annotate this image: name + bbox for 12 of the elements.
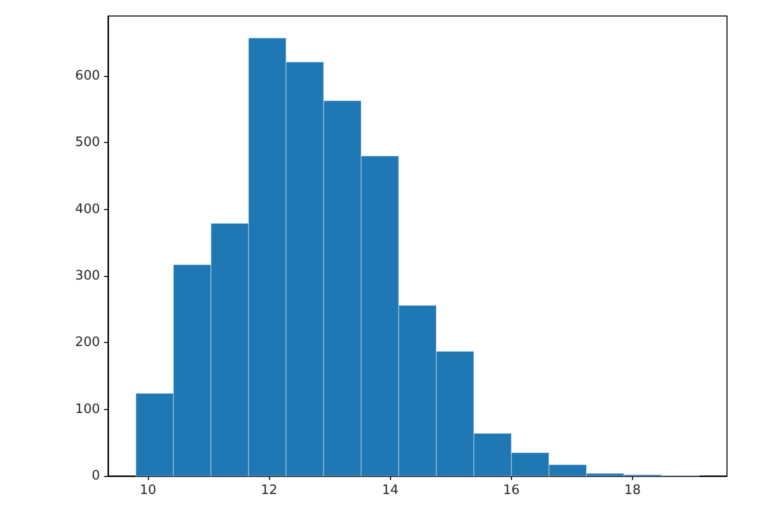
y-tick-label: 500	[75, 135, 100, 150]
y-tick-label: 400	[75, 202, 100, 217]
y-tick-label: 600	[75, 68, 100, 84]
y-tick-label: 0	[92, 468, 100, 484]
y-tick-label: 300	[75, 268, 100, 284]
y-tick-label: 100	[75, 402, 100, 417]
x-tick-label: 12	[260, 483, 278, 498]
x-tick-label: 18	[624, 483, 641, 498]
x-tick-label: 14	[382, 483, 399, 498]
x-tick-label: 16	[503, 483, 520, 498]
x-tick-label: 10	[140, 483, 156, 498]
y-tick-label: 200	[75, 335, 100, 350]
